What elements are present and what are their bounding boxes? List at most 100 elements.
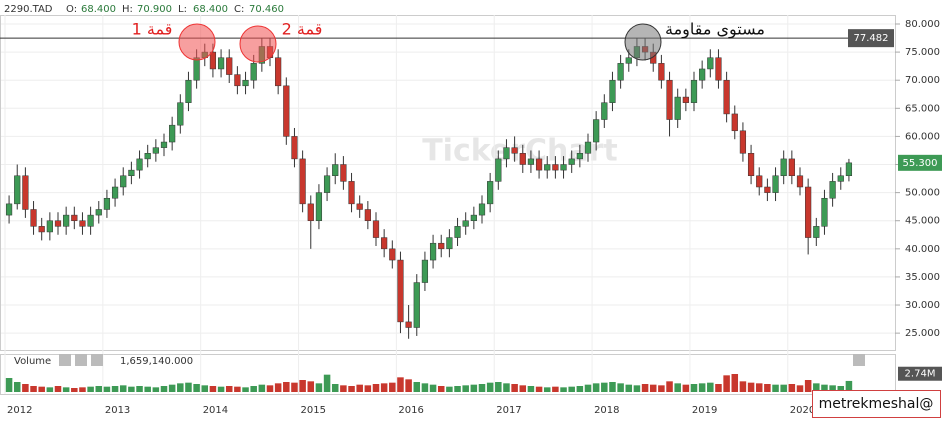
volume-bar — [470, 384, 478, 392]
volume-bar — [543, 387, 551, 392]
volume-bar — [446, 386, 453, 392]
volume-bar — [13, 382, 21, 392]
candle-body — [356, 203, 363, 210]
peak-circle — [178, 23, 216, 61]
volume-bar — [234, 386, 241, 392]
candle-body — [707, 57, 714, 70]
volume-bar — [601, 382, 608, 392]
volume-bar — [495, 382, 502, 392]
candle-body — [544, 164, 551, 171]
volume-bar — [837, 386, 845, 392]
volume-bar — [62, 387, 70, 392]
volume-bar — [168, 384, 176, 392]
candle-body — [478, 203, 486, 216]
volume-bar — [323, 374, 331, 392]
volume-bar — [5, 378, 13, 392]
candle-body — [177, 102, 184, 126]
volume-bar — [299, 380, 306, 392]
volume-bar — [780, 384, 787, 392]
candle-body — [739, 130, 747, 154]
candle-body — [462, 220, 469, 227]
candle-body — [217, 57, 225, 70]
volume-bar — [30, 386, 37, 392]
volume-bar — [462, 385, 469, 392]
candle-body — [658, 63, 665, 81]
candle-body — [323, 175, 331, 193]
volume-bar — [79, 387, 86, 392]
volume-bar — [804, 380, 812, 392]
volume-bar — [95, 386, 103, 392]
candle-body — [193, 57, 200, 81]
volume-bar — [429, 384, 437, 392]
x-tick-label: 2014 — [203, 405, 228, 416]
volume-bar — [201, 385, 209, 392]
candle-body — [511, 147, 518, 154]
volume-bar — [87, 386, 94, 392]
volume-bar — [707, 382, 714, 392]
y-tick-label: 35.000 — [905, 272, 940, 283]
candle-body — [601, 102, 608, 120]
candle-body — [584, 141, 592, 154]
candle-body — [560, 164, 567, 171]
icon[interactable] — [75, 354, 87, 366]
volume-bar — [258, 384, 266, 392]
volume-bar — [690, 384, 698, 392]
candle-body — [95, 209, 102, 216]
volume-bar — [331, 384, 339, 392]
volume-bar — [674, 383, 681, 392]
candle-body — [87, 214, 94, 227]
volume-bar — [364, 385, 372, 392]
candle-body — [438, 242, 445, 250]
volume-bar — [747, 382, 755, 392]
volume-bar — [128, 386, 135, 392]
candle-body — [527, 158, 535, 165]
volume-bar — [739, 381, 747, 392]
candle-body — [723, 79, 730, 115]
volume-bar — [119, 385, 127, 392]
candle-body — [348, 181, 355, 205]
volume-bar — [658, 385, 665, 392]
candle-body — [71, 214, 78, 221]
volume-bar — [152, 387, 160, 392]
volume-bar — [625, 384, 633, 392]
volume-bar — [54, 386, 62, 392]
peak-circle — [239, 25, 277, 63]
volume-bar — [796, 385, 804, 392]
candle-body — [22, 175, 29, 210]
candle-body — [291, 136, 298, 160]
candle-body — [552, 164, 559, 171]
volume-bar — [788, 384, 796, 392]
icon[interactable] — [853, 354, 865, 366]
candle-body — [568, 158, 575, 165]
last-price-label: 55.300 — [903, 158, 938, 169]
candle-body — [315, 192, 323, 221]
x-tick-label: 2015 — [301, 405, 326, 416]
volume-bar — [380, 383, 388, 392]
candle-body — [152, 147, 159, 154]
candle-body — [46, 220, 53, 233]
candle-body — [715, 57, 722, 81]
candle-body — [364, 209, 371, 221]
candle-body — [731, 113, 738, 132]
volume-bar — [103, 386, 111, 392]
candle-body — [242, 79, 249, 87]
volume-bar — [511, 384, 518, 392]
volume-bar — [478, 384, 486, 392]
readout-value: 68.400 — [81, 4, 116, 15]
volume-bar — [666, 381, 673, 392]
resistance-label: 77.482 — [854, 33, 889, 44]
y-tick-label: 45.000 — [905, 216, 940, 227]
volume-bar — [584, 384, 592, 392]
icon[interactable] — [91, 354, 103, 366]
icon[interactable] — [59, 354, 71, 366]
candle-body — [780, 158, 787, 177]
volume-tick-label: 2.74M — [905, 369, 936, 380]
y-tick-label: 50.000 — [905, 188, 940, 199]
candle-body — [63, 214, 70, 227]
volume-bar — [185, 382, 192, 392]
candle-body — [405, 321, 412, 328]
volume-bar — [715, 384, 722, 392]
volume-bar — [576, 386, 584, 392]
candle-body — [340, 164, 347, 182]
